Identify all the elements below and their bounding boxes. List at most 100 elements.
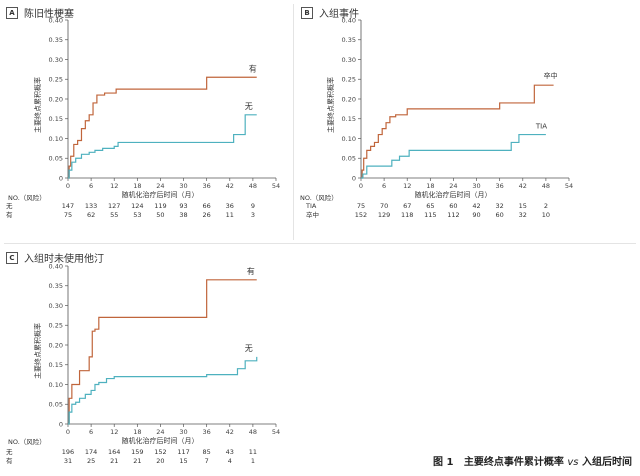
panel-b-risk-value: 67 (403, 202, 411, 210)
panel-a-risk-value: 3 (251, 211, 255, 219)
panel-c-y-tick-label: 0 (59, 420, 63, 428)
panel-c-y-tick-label: 0.20 (49, 341, 63, 349)
panel-a-x-tick-label: 30 (179, 182, 187, 190)
panel-b-series-label-0: 卒中 (544, 71, 558, 80)
panel-b-title: 入组事件 (319, 9, 359, 20)
panel-c-header: C 入组时未使用他汀 (6, 250, 104, 265)
panel-c-risk-value: 117 (177, 448, 189, 456)
panel-c-risk-value: 152 (154, 448, 166, 456)
panel-b-risk-value: 152 (355, 211, 367, 219)
panel-b-risk-value: 90 (472, 211, 480, 219)
panel-b-risk-row-label: TIA (305, 202, 317, 210)
panel-b-risk-value: 2 (544, 202, 548, 210)
panel-b-risk-value: 70 (380, 202, 388, 210)
panel-c-y-tick-label: 0.30 (49, 302, 63, 310)
panel-a-x-tick-label: 42 (226, 182, 234, 190)
panel-c-risk-value: 31 (64, 457, 72, 465)
panel-a-series-line-1 (68, 114, 257, 179)
panel-a-y-axis-label: 主要终点累积概率 (33, 77, 42, 133)
panel-c-risk-value: 85 (203, 448, 211, 456)
panel-a-risk-value: 55 (110, 211, 118, 219)
caption-tail: 入组后时间 (582, 457, 632, 468)
panel-a-y-tick-label: 0.20 (49, 95, 63, 103)
panel-b-y-tick-label: 0.05 (342, 155, 356, 163)
panel-c-risk-value: 11 (249, 448, 257, 456)
panel-a-risk-value: 38 (179, 211, 187, 219)
panel-b-risk-value: 75 (357, 202, 365, 210)
panel-c-x-axis-label: 随机化治疗后时间（月） (122, 436, 199, 445)
panel-b-risk-value: 60 (449, 202, 457, 210)
panel-a-x-tick-label: 18 (133, 182, 141, 190)
panel-a-x-tick-label: 54 (272, 182, 280, 190)
panel-b-risk-value: 115 (424, 211, 436, 219)
panel-b-y-tick-label: 0.10 (342, 135, 356, 143)
panel-a-series-line-0 (68, 76, 257, 179)
panel-a-risk-value: 26 (203, 211, 211, 219)
panel-c-x-tick-label: 36 (203, 428, 211, 436)
panel-a-series-label-1: 无 (245, 102, 253, 111)
panel-b-x-tick-label: 54 (565, 182, 573, 190)
panel-c-y-tick-label: 0.25 (49, 322, 63, 330)
panel-a-y-tick-label: 0.15 (49, 115, 63, 123)
panel-b-y-tick-label: 0.40 (342, 16, 356, 24)
panel-b-series-label-1: TIA (535, 123, 547, 131)
panel-a-risk-row-label: 无 (6, 202, 13, 210)
panel-b-x-tick-label: 36 (496, 182, 504, 190)
panel-a-risk-row-label: 有 (6, 210, 13, 219)
panel-c-series-line-1 (68, 356, 258, 425)
panel-b-x-axis-label: 随机化治疗后时间（月） (415, 190, 492, 199)
panel-a-x-tick-label: 48 (249, 182, 257, 190)
panel-c-title: 入组时未使用他汀 (24, 254, 104, 265)
panel-b-letter: B (301, 6, 313, 19)
panel-a-header: A 陈旧性梗塞 (6, 5, 74, 20)
panel-c-x-tick-label: 18 (133, 428, 141, 436)
panel-c-series-line-0 (68, 279, 257, 425)
panel-c-risk-value: 174 (85, 448, 97, 456)
panel-a-risk-value: 62 (87, 211, 95, 219)
panel-a-risk-value: 36 (226, 202, 234, 210)
panel-c-y-tick-label: 0.35 (49, 282, 63, 290)
panel-a-risk-header: NO.（风险） (8, 193, 46, 202)
panel-divider-horizontal (4, 243, 636, 244)
panel-a-risk-value: 50 (156, 211, 164, 219)
panel-a-letter: A (6, 6, 18, 19)
panel-a-y-tick-label: 0.05 (49, 155, 63, 163)
panel-b-risk-value: 60 (496, 211, 504, 219)
panel-c-risk-value: 196 (62, 448, 74, 456)
panel-b-x-tick-label: 12 (403, 182, 411, 190)
panel-c-x-tick-label: 54 (272, 428, 280, 436)
panel-b-risk-value: 129 (378, 211, 390, 219)
panel-b-series-line-1 (361, 133, 546, 179)
panel-b-y-tick-label: 0.35 (342, 36, 356, 44)
panel-a-x-tick-label: 12 (110, 182, 118, 190)
panel-c-risk-value: 20 (156, 457, 164, 465)
panel-c-risk-value: 1 (251, 457, 255, 465)
panel-b-risk-value: 118 (401, 211, 413, 219)
panel-a-title: 陈旧性梗塞 (24, 9, 74, 20)
panel-b-header: B 入组事件 (301, 5, 359, 20)
panel-c-y-axis-label: 主要终点累积概率 (33, 323, 42, 379)
panel-b-risk-header: NO.（风险） (300, 193, 338, 202)
panel-a-y-tick-label: 0.10 (49, 135, 63, 143)
panel-b-risk-value: 32 (519, 211, 527, 219)
panel-b-risk-value: 32 (496, 202, 504, 210)
figure-caption: 图 1 主要终点事件累计概率 vs 入组后时间 (433, 453, 632, 468)
panel-a-risk-value: 119 (154, 202, 166, 210)
panel-b-x-tick-label: 42 (519, 182, 527, 190)
panel-c-y-tick-label: 0.05 (49, 401, 63, 409)
panel-c-x-tick-label: 42 (226, 428, 234, 436)
panel-c-risk-row-label: 有 (6, 456, 13, 465)
panel-a-risk-value: 53 (133, 211, 141, 219)
panel-a-y-tick-label: 0.30 (49, 56, 63, 64)
panel-a-risk-value: 93 (179, 202, 187, 210)
panel-a-series-label-0: 有 (249, 63, 257, 73)
panel-b-risk-value: 42 (472, 202, 480, 210)
panel-c-risk-value: 15 (179, 457, 187, 465)
panel-b-risk-value: 10 (542, 211, 550, 219)
panel-b-x-tick-label: 18 (426, 182, 434, 190)
panel-c-risk-value: 164 (108, 448, 120, 456)
panel-a-risk-value: 127 (108, 202, 120, 210)
panel-b-y-tick-label: 0.25 (342, 76, 356, 84)
panel-a-y-tick-label: 0.35 (49, 36, 63, 44)
panel-c-letter: C (6, 251, 18, 264)
